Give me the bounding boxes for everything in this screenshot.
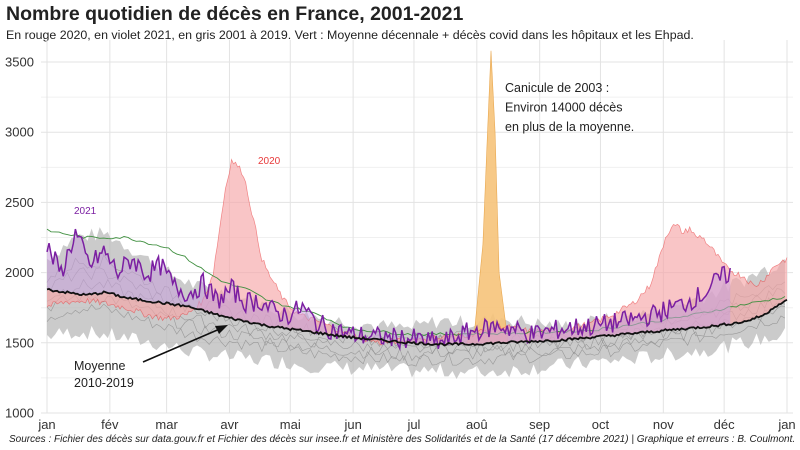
y-tick-label-2000: 2000	[5, 265, 34, 280]
y-tick-label-1000: 1000	[5, 406, 34, 421]
x-tick-label-fév: fév	[101, 417, 119, 432]
x-tick-label-jul: jul	[406, 417, 420, 432]
x-tick-label-aoû: aoû	[466, 417, 488, 432]
label-2020: 2020	[258, 156, 281, 167]
annotation-arrow-shaft	[142, 327, 223, 363]
annotation-moyenne-line-1: 2010-2019	[74, 376, 134, 390]
y-axis: 1000 1500 2000 2500 3000 3500	[5, 55, 34, 421]
x-tick-label-nov: nov	[653, 417, 674, 432]
annotation-canicule-line-1: Environ 14000 décès	[505, 101, 622, 115]
y-tick-label-1500: 1500	[5, 335, 34, 350]
annotation-moyenne-line-0: Moyenne	[74, 359, 125, 373]
series-canicule-2003	[466, 50, 508, 344]
annotation-canicule-line-0: Canicule de 2003 :	[505, 81, 609, 95]
x-tick-label-avr: avr	[220, 417, 239, 432]
x-tick-label-oct: oct	[592, 417, 610, 432]
annotation-arrow-head	[215, 325, 228, 334]
series-layer	[46, 50, 788, 380]
x-tick-label-jan: jan	[777, 417, 795, 432]
x-tick-label-mar: mar	[155, 417, 178, 432]
series-2021-line	[46, 228, 731, 352]
series-gray-year-line-0	[46, 303, 786, 367]
y-tick-label-3500: 3500	[5, 55, 34, 70]
annotations-layer: Canicule de 2003 : Environ 14000 décès en …	[74, 81, 634, 390]
chart-title: Nombre quotidien de décès en France, 200…	[6, 3, 464, 25]
x-tick-label-déc: déc	[714, 417, 735, 432]
label-2021: 2021	[74, 206, 97, 217]
x-tick-label-sep: sep	[529, 417, 550, 432]
x-tick-label-jun: jun	[343, 417, 361, 432]
series-average-line	[46, 288, 788, 347]
y-tick-label-2500: 2500	[5, 195, 34, 210]
chart-subtitle: En rouge 2020, en violet 2021, en gris 2…	[6, 28, 694, 42]
x-tick-label-mai: mai	[280, 417, 301, 432]
x-tick-label-jan: jan	[37, 417, 55, 432]
y-tick-label-3000: 3000	[5, 125, 34, 140]
x-axis: jan fév mar avr mai jun jul aoû sep oct nov déc jan	[37, 417, 795, 432]
annotation-canicule-line-2: en plus de la moyenne.	[505, 120, 634, 134]
source-note: Sources : Fichier des décès sur data.gou…	[9, 434, 796, 445]
